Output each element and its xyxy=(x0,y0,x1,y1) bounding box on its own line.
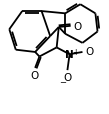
Text: O: O xyxy=(64,73,72,83)
Text: O: O xyxy=(30,71,38,80)
Text: +: + xyxy=(72,47,79,56)
Text: O: O xyxy=(85,47,93,57)
Text: N: N xyxy=(65,49,74,59)
Text: O: O xyxy=(73,22,82,32)
Text: −: − xyxy=(60,78,67,87)
